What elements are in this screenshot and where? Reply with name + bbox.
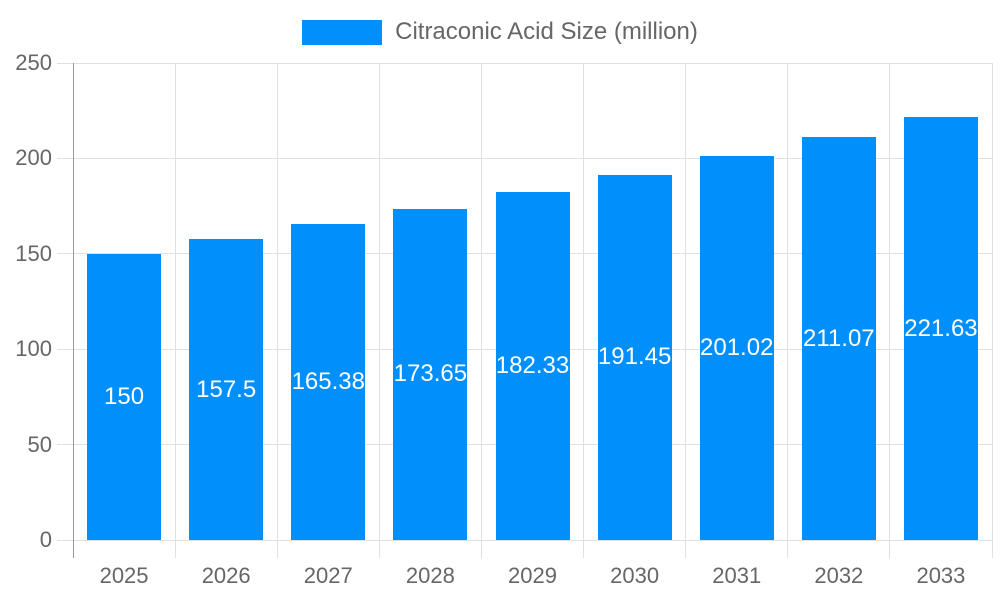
- gridline-vertical: [787, 63, 789, 558]
- bar: 221.63: [903, 117, 978, 540]
- y-tick-label: 0: [39, 527, 52, 552]
- x-tick-label: 2030: [610, 563, 660, 588]
- bar: 165.38: [291, 224, 366, 540]
- bar: 191.45: [597, 174, 672, 540]
- bar-value-label: 150: [104, 382, 145, 410]
- x-tick-label: 2032: [814, 563, 864, 588]
- bar-value-label: 211.07: [803, 324, 875, 352]
- gridline-vertical: [174, 63, 176, 558]
- gridline-vertical: [685, 63, 687, 558]
- bar: 150: [87, 253, 162, 540]
- legend-item[interactable]: Citraconic Acid Size (million): [0, 18, 1000, 46]
- y-axis-line: [72, 63, 74, 558]
- gridline-horizontal: [73, 539, 992, 541]
- legend-label: Citraconic Acid Size (million): [395, 18, 698, 45]
- x-tick-label: 2029: [508, 563, 557, 588]
- y-axis-tick: [57, 62, 73, 64]
- bar-value-label: 201.02: [700, 334, 774, 362]
- x-tick-label: 2033: [916, 563, 966, 588]
- x-tick-label: 2028: [405, 563, 455, 588]
- y-axis-tick: [57, 444, 73, 446]
- bar-value-label: 173.65: [393, 360, 468, 388]
- x-tick-label: 2027: [303, 563, 353, 588]
- bar-value-label: 182.33: [495, 352, 570, 380]
- gridline-vertical: [583, 63, 585, 558]
- y-tick-label: 200: [15, 145, 52, 171]
- gridline-vertical: [378, 63, 380, 558]
- gridline-horizontal: [73, 157, 992, 159]
- x-tick-label: 2025: [99, 563, 149, 588]
- bar: 173.65: [393, 208, 468, 540]
- legend-swatch: [302, 19, 383, 45]
- y-axis-tick: [57, 253, 73, 255]
- bar: 201.02: [699, 156, 774, 540]
- y-tick-label: 150: [15, 240, 52, 266]
- gridline-vertical: [991, 63, 993, 558]
- bar-value-label: 165.38: [291, 368, 365, 396]
- bar: 211.07: [801, 137, 876, 540]
- x-tick-label: 2031: [712, 563, 762, 588]
- y-tick-label: 50: [27, 431, 52, 457]
- y-tick-label: 100: [15, 336, 52, 362]
- y-axis-tick: [57, 539, 73, 541]
- bar: 157.5: [189, 239, 264, 540]
- gridline-vertical: [889, 63, 891, 558]
- bar-value-label: 221.63: [904, 314, 978, 342]
- y-axis-tick: [57, 348, 73, 350]
- bar: 182.33: [495, 192, 570, 540]
- gridline-vertical: [480, 63, 482, 558]
- bar-value-label: 157.5: [196, 375, 257, 403]
- gridline-vertical: [276, 63, 278, 558]
- y-axis-tick: [57, 157, 73, 159]
- bar-value-label: 191.45: [597, 343, 672, 371]
- x-tick-label: 2026: [201, 563, 251, 588]
- y-tick-label: 250: [15, 50, 52, 75]
- gridline-horizontal: [73, 62, 992, 64]
